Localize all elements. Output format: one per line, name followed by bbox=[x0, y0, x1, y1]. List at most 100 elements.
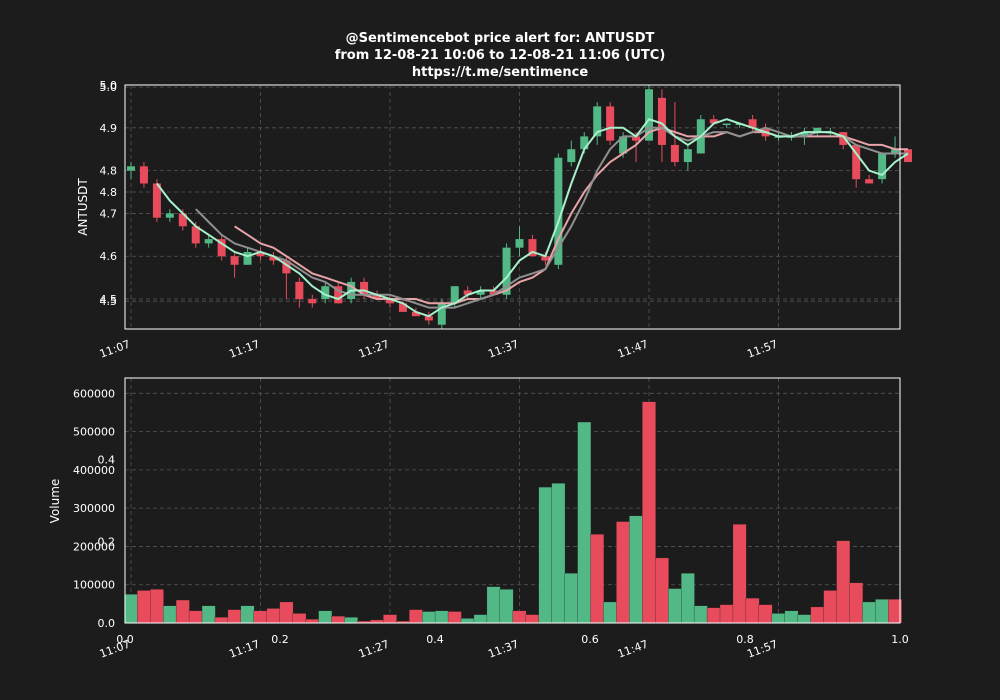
price-y-tick-label: 5.0 bbox=[100, 79, 118, 92]
volume-bar bbox=[421, 611, 436, 624]
volume-bar bbox=[499, 589, 514, 624]
volume-bar bbox=[305, 619, 320, 624]
candle-down bbox=[852, 144, 861, 180]
volume-y-tick-label: 0.0 bbox=[98, 617, 116, 630]
chart-title-line-1: @Sentimencebot price alert for: ANTUSDT bbox=[345, 31, 655, 46]
volume-x-tick-label: 11:47 bbox=[616, 638, 650, 661]
volume-y-tick-label: 500000 bbox=[73, 426, 115, 439]
volume-bar bbox=[486, 586, 501, 624]
volume-bar bbox=[564, 573, 579, 624]
volume-bar bbox=[318, 610, 333, 624]
volume-bar bbox=[253, 610, 268, 624]
candle-down bbox=[541, 256, 550, 261]
candle-down bbox=[269, 256, 278, 261]
volume-y-tick-label: 300000 bbox=[73, 502, 115, 515]
candle-down bbox=[670, 144, 679, 163]
volume-bar bbox=[862, 601, 877, 624]
volume-x-tick-label: 11:27 bbox=[357, 638, 391, 661]
price-y-tick-label: 5.0 bbox=[100, 81, 118, 94]
candle-down bbox=[308, 299, 317, 304]
volume-bar bbox=[693, 605, 708, 624]
volume-bar bbox=[823, 590, 838, 624]
candle-up bbox=[619, 136, 628, 154]
volume-bar bbox=[460, 618, 475, 624]
volume-bar bbox=[473, 614, 488, 624]
candle-down bbox=[489, 290, 498, 295]
candle-up bbox=[554, 157, 563, 265]
volume-y-tick-label: 400000 bbox=[73, 464, 115, 477]
volume-axes-frame bbox=[124, 377, 901, 624]
volume-bar bbox=[784, 610, 799, 624]
candle-up bbox=[878, 153, 887, 180]
candle-up bbox=[502, 247, 511, 295]
price-y-tick-label: 4.9 bbox=[100, 122, 118, 135]
candle-down bbox=[386, 299, 394, 304]
candle-down bbox=[282, 260, 291, 274]
candle-down bbox=[748, 119, 757, 128]
volume-bar bbox=[810, 606, 825, 624]
candle-down bbox=[334, 286, 343, 304]
candle-down bbox=[528, 239, 537, 257]
candle-down bbox=[360, 281, 369, 295]
volume-bar bbox=[331, 615, 346, 624]
price-x-tick-label: 11:27 bbox=[357, 338, 391, 361]
overlay-y-tick-label: 0.4 bbox=[98, 454, 116, 467]
candle-up bbox=[891, 149, 900, 154]
volume-bar bbox=[409, 609, 423, 624]
volume-bar bbox=[188, 610, 203, 624]
candle-up bbox=[567, 149, 576, 163]
volume-bar bbox=[771, 613, 786, 624]
volume-panel: 0.0 100000 200000 300000 400000 500000 600000 1… bbox=[48, 377, 909, 661]
candle-down bbox=[424, 316, 433, 321]
price-x-tick-label: 11:57 bbox=[745, 338, 779, 361]
candle-up bbox=[580, 136, 589, 150]
candle-down bbox=[463, 290, 472, 295]
volume-bar bbox=[758, 604, 773, 624]
candle-up bbox=[813, 127, 822, 133]
candle-down bbox=[865, 179, 874, 184]
volume-y-tick-label: 200000 bbox=[73, 540, 115, 553]
candle-up bbox=[204, 239, 213, 244]
price-panel: 4.54.54.64.74.84.84.95.05.011:07 11:17 11:… bbox=[76, 79, 912, 361]
candle-down bbox=[178, 213, 187, 227]
volume-y-axis-label: Volume bbox=[48, 479, 62, 524]
candle-down bbox=[295, 281, 304, 300]
candle-down bbox=[632, 136, 641, 141]
volume-bar bbox=[642, 401, 656, 624]
candle-down bbox=[398, 303, 407, 312]
candle-down bbox=[904, 149, 912, 163]
candle-down bbox=[217, 239, 226, 257]
price-x-tick-label: 11:17 bbox=[227, 338, 261, 361]
price-y-tick-label: 4.8 bbox=[100, 165, 118, 178]
price-y-tick-label: 4.7 bbox=[100, 207, 118, 220]
candle-down bbox=[411, 311, 420, 317]
volume-bar bbox=[590, 534, 605, 624]
volume-bar bbox=[525, 614, 540, 624]
volume-bar bbox=[875, 599, 889, 624]
volume-bar bbox=[434, 610, 449, 624]
volume-bar bbox=[214, 617, 229, 624]
volume-bar bbox=[551, 483, 566, 624]
volume-bar bbox=[137, 590, 151, 624]
price-y-axis-label: ANTUSDT bbox=[76, 178, 90, 236]
volume-bar bbox=[512, 610, 527, 624]
volume-bar bbox=[849, 582, 864, 624]
candle-up bbox=[450, 286, 459, 304]
price-y-tick-label: 4.5 bbox=[100, 293, 118, 306]
candle-down bbox=[152, 183, 161, 218]
moving-average-mid-line bbox=[195, 126, 908, 309]
volume-bar bbox=[227, 609, 242, 624]
price-y-tick-label: 4.6 bbox=[100, 250, 118, 263]
candle-up bbox=[476, 290, 485, 295]
candle-up bbox=[722, 123, 731, 126]
volume-bar bbox=[124, 594, 138, 624]
chart-title-line-2: from 12-08-21 10:06 to 12-08-21 11:06 (U… bbox=[334, 48, 666, 63]
overlay-x-tick-label: 0.8 bbox=[736, 633, 754, 646]
overlay-x-tick-label: 0.0 bbox=[116, 633, 134, 646]
volume-bar bbox=[655, 557, 669, 624]
volume-bar bbox=[732, 524, 747, 624]
volume-y-tick-label: 100000 bbox=[73, 579, 115, 592]
candle-down bbox=[839, 132, 848, 145]
volume-bar bbox=[344, 617, 359, 624]
